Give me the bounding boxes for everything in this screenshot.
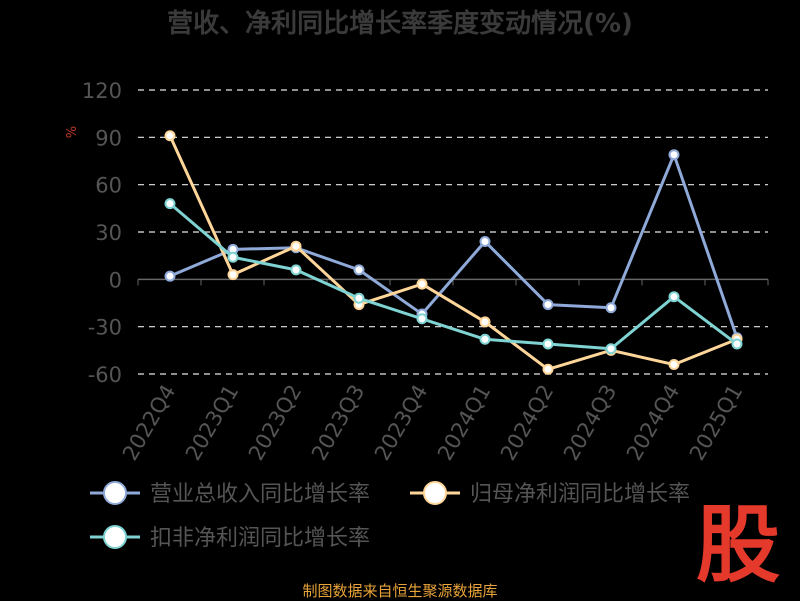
legend-swatch-marker: [103, 525, 127, 549]
x-tick-label: 2024Q4: [622, 381, 684, 465]
data-point: [164, 270, 176, 282]
x-tick-label: 2023Q2: [244, 381, 306, 465]
legend-item: 归母净利润同比增长率: [410, 481, 690, 507]
legend-swatch-marker: [103, 481, 127, 505]
chart-title: 营收、净利同比增长率季度变动情况(%): [167, 8, 633, 39]
data-point: [479, 235, 491, 247]
grid-lines: [138, 89, 768, 375]
y-unit-label: %: [65, 126, 80, 138]
brand-logo: 股: [695, 496, 780, 594]
series-3: [164, 198, 743, 355]
y-tick-label: -60: [88, 363, 122, 387]
legend-item: 扣非净利润同比增长率: [90, 525, 370, 551]
data-point: [668, 291, 680, 303]
data-point: [605, 302, 617, 314]
data-point: [668, 359, 680, 371]
legend-label: 营业总收入同比增长率: [150, 482, 370, 507]
data-point: [416, 313, 428, 325]
x-tick-label: 2023Q3: [307, 381, 369, 465]
data-point: [353, 292, 365, 304]
data-point: [479, 333, 491, 345]
y-tick-label: 60: [95, 174, 122, 198]
series-line: [169, 153, 739, 339]
legend-swatch-marker: [423, 481, 447, 505]
data-point: [542, 299, 554, 311]
x-tick-label: 2023Q1: [181, 381, 243, 465]
data-point: [542, 338, 554, 350]
x-tick-label: 2023Q4: [370, 381, 432, 465]
data-point: [479, 316, 491, 328]
source-footer: 制图数据来自恒生聚源数据库: [302, 582, 498, 600]
x-tick-label: 2024Q1: [433, 381, 495, 465]
x-tick-label: 2025Q1: [685, 381, 747, 465]
data-point: [290, 240, 302, 252]
data-point: [227, 251, 239, 263]
y-tick-label: 90: [95, 126, 122, 150]
y-tick-label: 0: [109, 268, 122, 292]
x-axis-ticks: 2022Q4 2023Q1 2023Q2 2023Q3 2023Q4 2024Q1 2024…: [118, 279, 769, 465]
x-tick-label: 2022Q4: [118, 381, 180, 465]
data-point: [164, 198, 176, 210]
x-tick-label: 2024Q2: [496, 381, 558, 465]
series-line: [168, 135, 738, 371]
legend-item: 营业总收入同比增长率: [90, 481, 370, 507]
data-point: [731, 338, 743, 350]
series-2: [164, 130, 743, 375]
x-tick-label: 2024Q3: [559, 381, 621, 465]
y-axis-ticks: 120 90 60 30 0 -30 -60: [82, 79, 122, 387]
data-point: [605, 343, 617, 355]
y-tick-label: 120: [82, 79, 122, 103]
series-lines: [164, 130, 743, 375]
data-point: [668, 149, 680, 161]
data-point: [227, 269, 239, 281]
data-point: [164, 130, 176, 142]
legend-label: 扣非净利润同比增长率: [150, 526, 370, 551]
data-point: [416, 278, 428, 290]
data-point: [353, 264, 365, 276]
series-line: [169, 202, 738, 351]
y-tick-label: 30: [95, 221, 122, 245]
data-point: [290, 264, 302, 276]
legend-label: 归母净利润同比增长率: [470, 482, 690, 507]
y-tick-label: -30: [88, 316, 122, 340]
data-point: [542, 363, 554, 375]
